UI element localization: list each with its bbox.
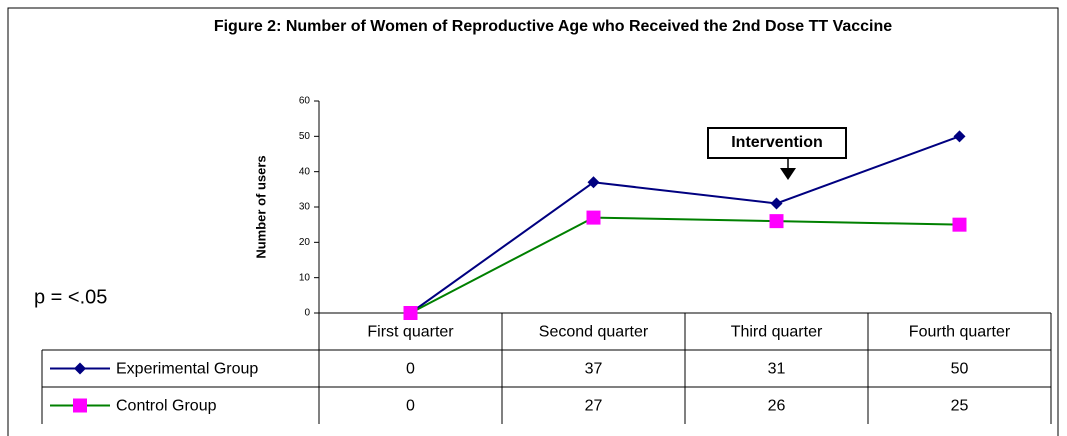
x-tick-label: Third quarter bbox=[731, 324, 823, 341]
arrow-head bbox=[780, 168, 796, 180]
chart-title: Figure 2: Number of Women of Reproductiv… bbox=[213, 18, 893, 35]
table-value: 37 bbox=[585, 361, 603, 378]
y-tick-label: 10 bbox=[299, 272, 311, 283]
table-value: 25 bbox=[951, 398, 969, 415]
y-tick-label: 60 bbox=[299, 96, 311, 107]
marker bbox=[953, 130, 966, 143]
legend-label: Experimental Group bbox=[116, 361, 258, 378]
x-tick-label: Second quarter bbox=[539, 324, 649, 341]
table-value: 0 bbox=[406, 361, 415, 378]
y-tick-label: 30 bbox=[299, 202, 311, 213]
x-tick-label: Fourth quarter bbox=[909, 324, 1011, 341]
table-value: 26 bbox=[768, 398, 786, 415]
marker bbox=[73, 398, 87, 413]
table-value: 31 bbox=[768, 361, 786, 378]
annotation: Intervention bbox=[731, 134, 823, 151]
marker bbox=[952, 217, 967, 232]
annotation-box bbox=[707, 127, 847, 159]
marker bbox=[586, 210, 601, 225]
y-tick-label: 20 bbox=[299, 237, 311, 248]
series-line bbox=[410, 216, 960, 314]
frame bbox=[7, 7, 1059, 436]
marker bbox=[403, 306, 418, 320]
table-value: 50 bbox=[951, 361, 969, 378]
y-tick-label: 50 bbox=[299, 131, 311, 142]
marker bbox=[74, 362, 86, 375]
marker bbox=[769, 214, 784, 229]
y-axis-label: Number of users bbox=[253, 155, 268, 258]
legend-label: Control Group bbox=[116, 398, 217, 415]
marker bbox=[770, 197, 783, 210]
x-tick-label: First quarter bbox=[367, 324, 454, 341]
table-value: 0 bbox=[406, 398, 415, 415]
y-tick-label: 40 bbox=[299, 166, 311, 177]
annotation: p = <.05 bbox=[34, 286, 107, 308]
y-tick-label: 0 bbox=[304, 308, 310, 319]
marker bbox=[587, 176, 600, 189]
series-line bbox=[409, 135, 960, 314]
table-value: 27 bbox=[585, 398, 603, 415]
